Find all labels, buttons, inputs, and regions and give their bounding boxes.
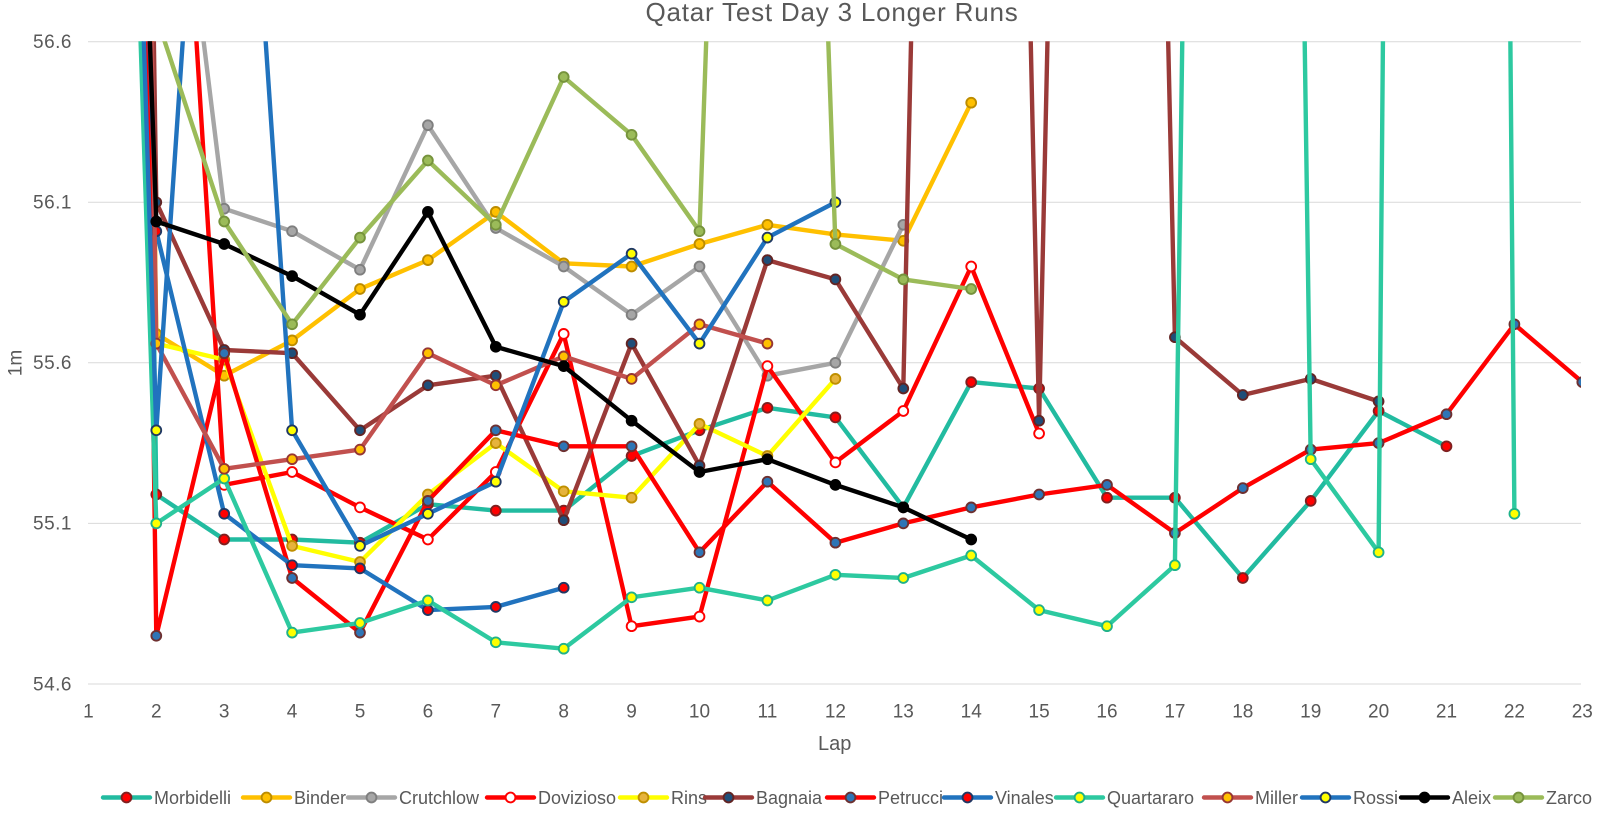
svg-text:55.1: 55.1 bbox=[33, 514, 72, 535]
svg-text:16: 16 bbox=[1096, 702, 1117, 723]
svg-text:4: 4 bbox=[287, 702, 298, 723]
svg-text:5: 5 bbox=[355, 702, 366, 723]
svg-text:Rins: Rins bbox=[671, 788, 707, 808]
svg-text:13: 13 bbox=[893, 702, 914, 723]
svg-text:Aleix: Aleix bbox=[1452, 788, 1491, 808]
svg-text:3: 3 bbox=[219, 702, 230, 723]
svg-text:7: 7 bbox=[491, 702, 502, 723]
svg-text:12: 12 bbox=[825, 702, 846, 723]
svg-text:56.6: 56.6 bbox=[33, 32, 72, 53]
svg-text:Bagnaia: Bagnaia bbox=[756, 788, 823, 808]
svg-text:8: 8 bbox=[558, 702, 569, 723]
svg-text:Lap: Lap bbox=[818, 733, 851, 755]
svg-text:Rossi: Rossi bbox=[1353, 788, 1398, 808]
svg-text:19: 19 bbox=[1300, 702, 1321, 723]
svg-text:54.6: 54.6 bbox=[33, 674, 72, 695]
svg-text:55.6: 55.6 bbox=[33, 353, 72, 374]
svg-text:23: 23 bbox=[1572, 702, 1593, 723]
svg-text:10: 10 bbox=[689, 702, 710, 723]
svg-text:9: 9 bbox=[626, 702, 637, 723]
svg-text:Zarco: Zarco bbox=[1546, 788, 1592, 808]
svg-text:Binder: Binder bbox=[294, 788, 346, 808]
svg-text:1: 1 bbox=[83, 702, 94, 723]
svg-text:2: 2 bbox=[151, 702, 162, 723]
svg-text:Miller: Miller bbox=[1255, 788, 1298, 808]
svg-text:21: 21 bbox=[1436, 702, 1457, 723]
svg-text:20: 20 bbox=[1368, 702, 1389, 723]
svg-text:Vinales: Vinales bbox=[995, 788, 1054, 808]
svg-text:1m: 1m bbox=[6, 350, 27, 376]
svg-text:6: 6 bbox=[423, 702, 434, 723]
svg-text:15: 15 bbox=[1029, 702, 1050, 723]
svg-text:18: 18 bbox=[1232, 702, 1253, 723]
svg-text:Dovizioso: Dovizioso bbox=[538, 788, 616, 808]
svg-text:Qatar Test Day 3 Longer Runs: Qatar Test Day 3 Longer Runs bbox=[645, 0, 1018, 27]
svg-text:22: 22 bbox=[1504, 702, 1525, 723]
svg-text:Quartararo: Quartararo bbox=[1107, 788, 1194, 808]
svg-text:17: 17 bbox=[1164, 702, 1185, 723]
svg-text:Morbidelli: Morbidelli bbox=[154, 788, 231, 808]
svg-text:14: 14 bbox=[961, 702, 983, 723]
svg-text:Crutchlow: Crutchlow bbox=[399, 788, 480, 808]
svg-text:56.1: 56.1 bbox=[33, 193, 72, 214]
svg-text:Petrucci: Petrucci bbox=[878, 788, 943, 808]
svg-text:11: 11 bbox=[758, 702, 778, 723]
